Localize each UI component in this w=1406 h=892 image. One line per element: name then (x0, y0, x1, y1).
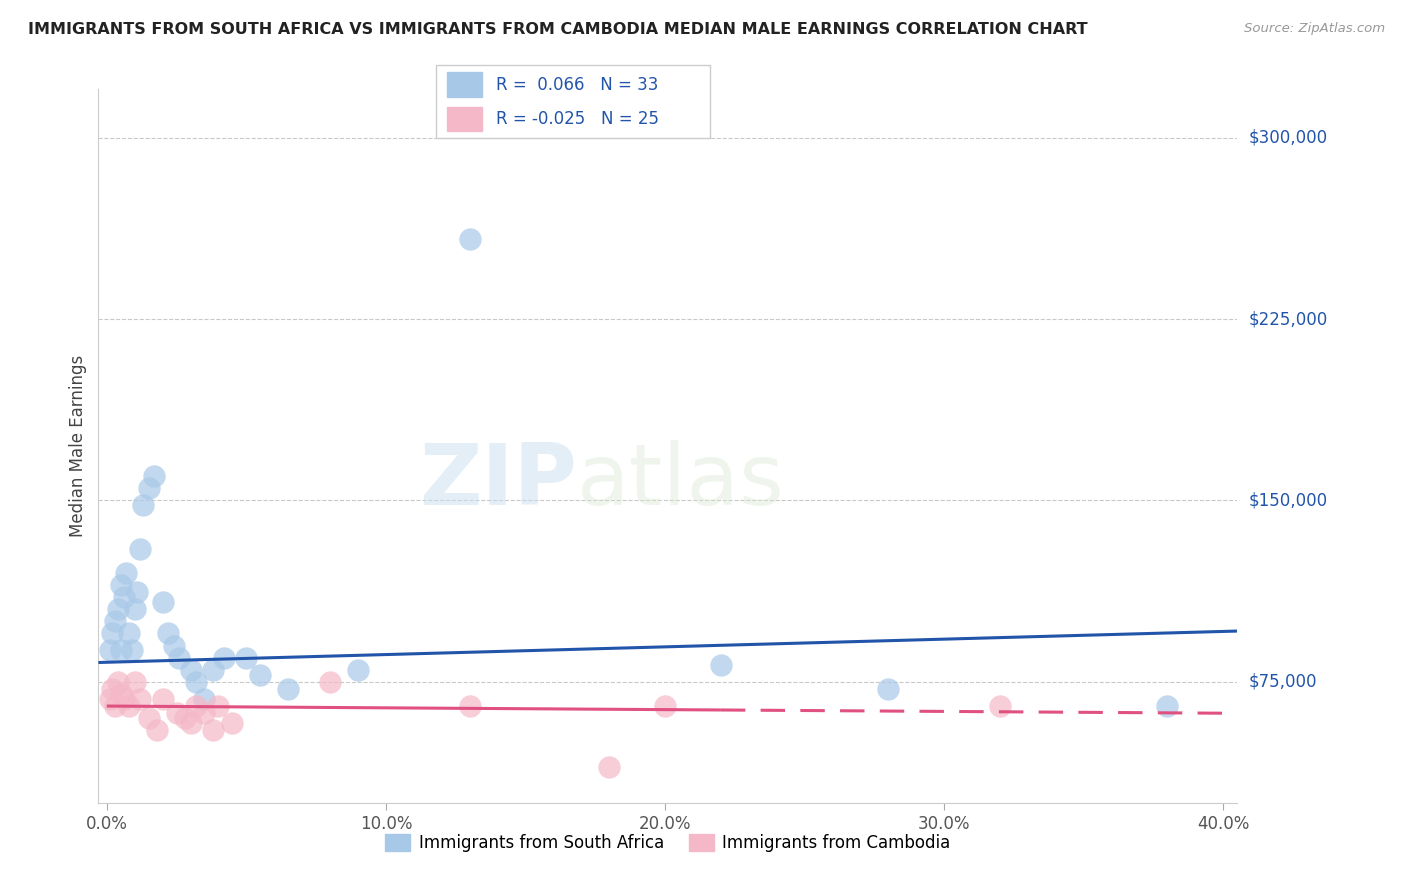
Point (138, 481, 160, 495)
Bar (447, 72, 482, 96)
Point (166, 706, 188, 721)
Point (110, 578, 132, 592)
Point (98, 691, 121, 706)
Point (221, 716, 243, 731)
Point (118, 626, 141, 640)
Point (174, 711, 197, 725)
Point (115, 566, 138, 580)
Point (107, 602, 129, 616)
Point (169, 650, 191, 665)
Point (347, 663, 370, 677)
Point (877, 682, 900, 697)
Point (101, 626, 124, 640)
Text: IMMIGRANTS FROM SOUTH AFRICA VS IMMIGRANTS FROM CAMBODIA MEDIAN MALE EARNINGS CO: IMMIGRANTS FROM SOUTH AFRICA VS IMMIGRAN… (28, 22, 1088, 37)
Y-axis label: Median Male Earnings: Median Male Earnings (69, 355, 87, 537)
Text: atlas: atlas (576, 440, 785, 524)
Point (193, 706, 215, 721)
Point (112, 691, 135, 706)
Bar (447, 107, 482, 131)
Text: $75,000: $75,000 (1249, 673, 1317, 690)
Point (143, 469, 166, 483)
Legend: Immigrants from South Africa, Immigrants from Cambodia: Immigrants from South Africa, Immigrants… (378, 827, 957, 859)
Point (124, 602, 146, 616)
Point (163, 639, 186, 653)
Point (104, 615, 127, 629)
Point (201, 723, 224, 738)
Point (104, 699, 127, 714)
Point (107, 674, 129, 689)
Point (98, 643, 121, 657)
Point (207, 699, 229, 714)
Point (101, 682, 124, 697)
Point (458, 232, 481, 246)
Point (598, 759, 620, 773)
Point (127, 585, 149, 599)
Point (249, 667, 271, 681)
Text: R = -0.025   N = 25: R = -0.025 N = 25 (496, 110, 659, 128)
FancyBboxPatch shape (436, 65, 710, 138)
Text: $300,000: $300,000 (1249, 128, 1327, 146)
Point (146, 723, 169, 738)
Point (180, 663, 202, 677)
Point (458, 699, 481, 714)
Point (184, 674, 207, 689)
Point (157, 626, 180, 640)
Text: ZIP: ZIP (419, 440, 576, 524)
Point (319, 674, 342, 689)
Point (112, 590, 135, 604)
Point (152, 691, 174, 706)
Point (124, 674, 146, 689)
Text: $225,000: $225,000 (1249, 310, 1327, 328)
Text: $150,000: $150,000 (1249, 491, 1327, 509)
Point (132, 498, 155, 512)
Point (110, 687, 132, 701)
Point (212, 650, 235, 665)
Point (129, 691, 152, 706)
Point (152, 595, 174, 609)
Point (138, 711, 160, 725)
Point (118, 699, 141, 714)
Text: R =  0.066   N = 33: R = 0.066 N = 33 (496, 76, 658, 94)
Point (121, 643, 143, 657)
Point (110, 643, 132, 657)
Point (235, 650, 257, 665)
Point (654, 699, 676, 714)
Point (184, 699, 207, 714)
Point (277, 682, 299, 697)
Point (710, 657, 733, 672)
Point (129, 541, 152, 556)
Point (988, 699, 1011, 714)
Text: Source: ZipAtlas.com: Source: ZipAtlas.com (1244, 22, 1385, 36)
Point (193, 691, 215, 706)
Point (1156, 699, 1178, 714)
Point (201, 663, 224, 677)
Point (180, 716, 202, 731)
